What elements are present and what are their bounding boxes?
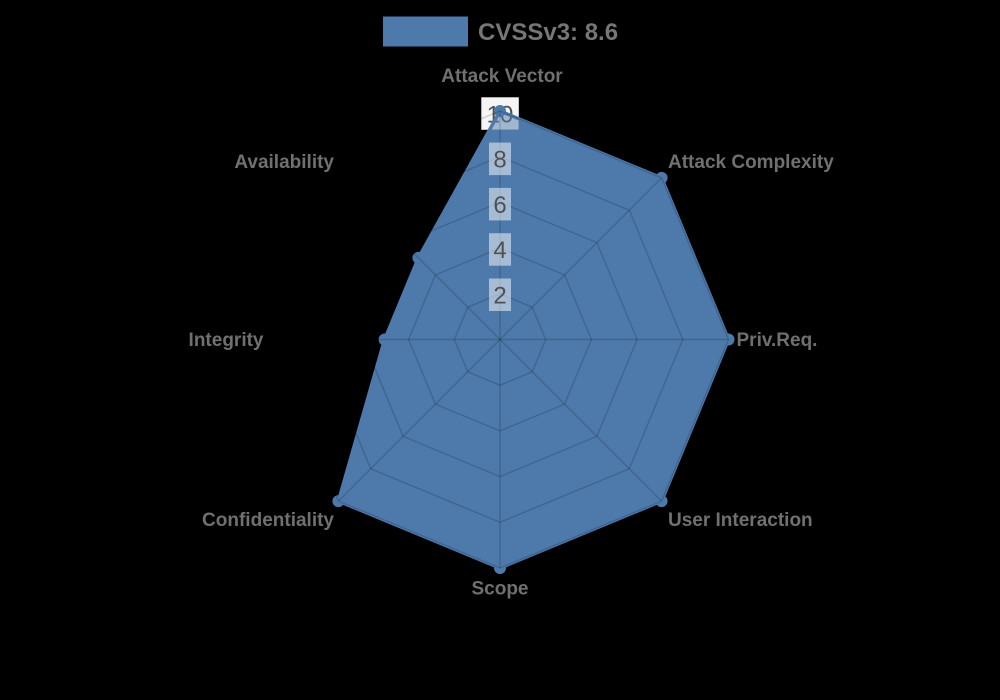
svg-text:Attack Vector: Attack Vector xyxy=(441,66,563,87)
svg-text:User Interaction: User Interaction xyxy=(668,510,813,531)
svg-text:Availability: Availability xyxy=(234,152,334,173)
svg-text:Scope: Scope xyxy=(471,579,528,600)
svg-text:2: 2 xyxy=(493,283,506,310)
svg-text:Priv.Req.: Priv.Req. xyxy=(737,330,818,351)
svg-text:Integrity: Integrity xyxy=(189,330,264,351)
svg-text:6: 6 xyxy=(493,192,506,219)
svg-text:4: 4 xyxy=(493,237,506,264)
svg-text:CVSSv3: 8.6: CVSSv3: 8.6 xyxy=(478,19,618,46)
svg-text:8: 8 xyxy=(493,147,506,174)
svg-text:Confidentiality: Confidentiality xyxy=(202,510,334,531)
svg-text:Attack Complexity: Attack Complexity xyxy=(668,152,834,173)
